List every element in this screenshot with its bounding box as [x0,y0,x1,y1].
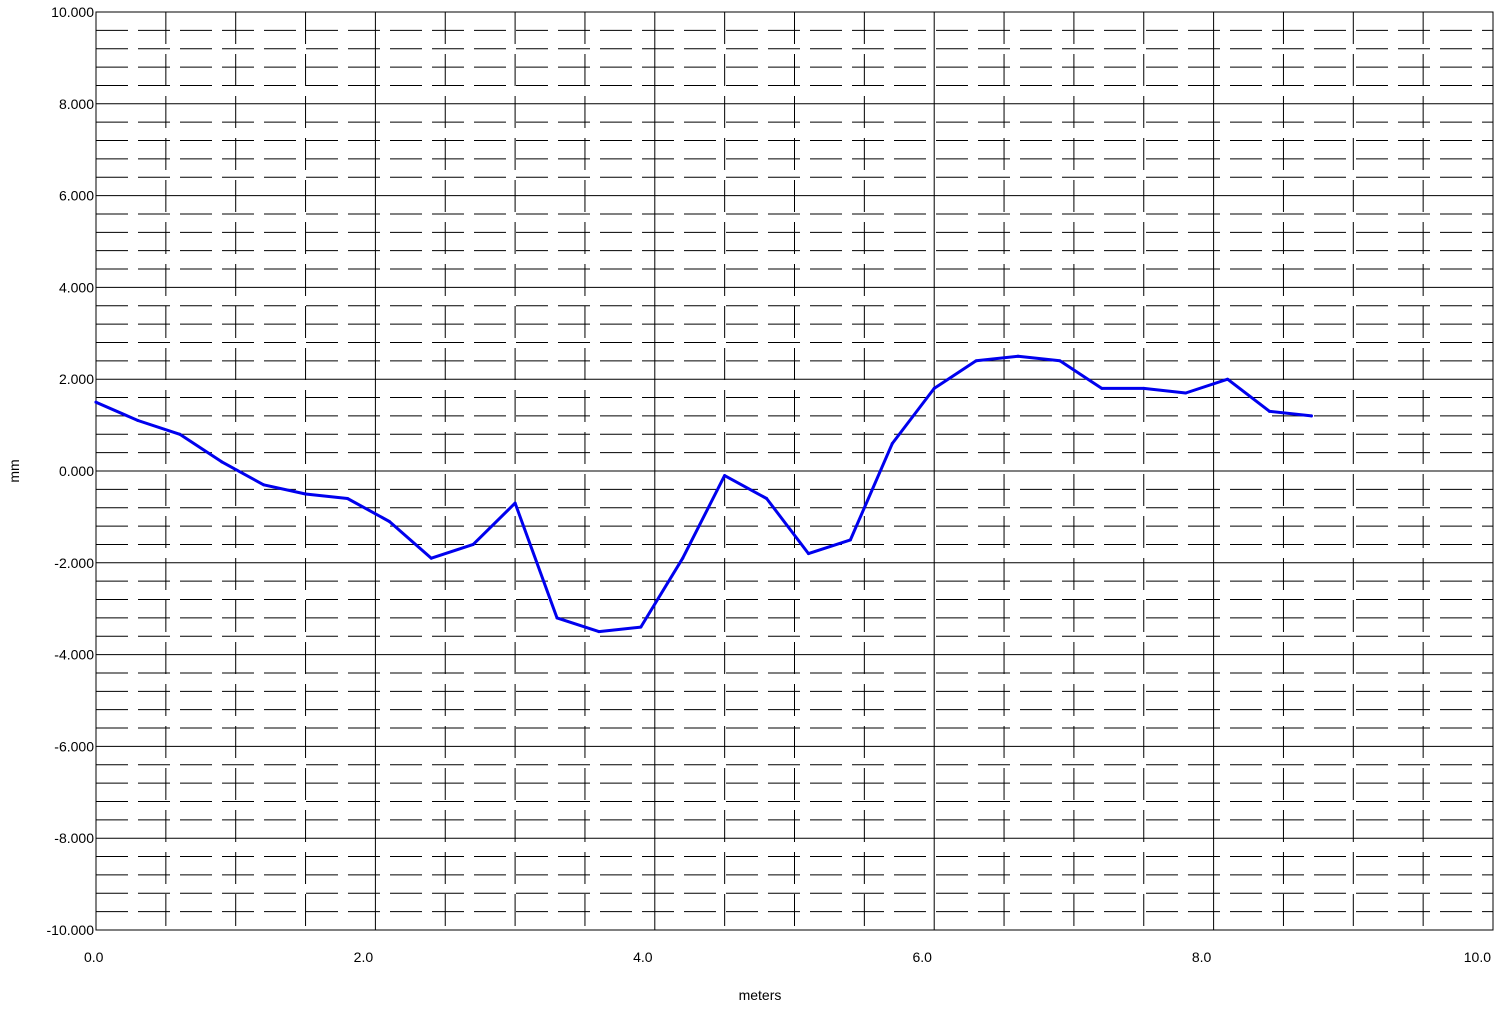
data-point [1184,391,1188,395]
y-axis-title: mm [6,459,22,482]
data-point [1016,354,1020,358]
data-point [555,616,559,620]
grid [95,11,1494,931]
data-point [1142,386,1146,390]
data-point [639,625,643,629]
y-tick-label: 8.000 [59,96,94,112]
x-tick-label: 0.0 [84,949,104,965]
tick-labels: 10.000 8.000 6.000 4.000 2.000 0.000 -2.000 -4.… [47,4,1492,965]
data-point [597,630,601,634]
data-point [932,386,936,390]
data-point [848,538,852,542]
data-point [304,492,308,496]
data-point [681,556,685,560]
data-point [178,432,182,436]
y-tick-label: -2.000 [54,555,94,571]
y-tick-label: 0.000 [59,463,94,479]
x-tick-label: 4.0 [633,949,653,965]
data-point [765,497,769,501]
data-point [1226,377,1230,381]
data-point [974,359,978,363]
plot-frame [95,11,1494,931]
y-tick-label: 2.000 [59,371,94,387]
data-point [723,474,727,478]
data-point [387,519,391,523]
series-line [94,354,1313,634]
data-point [429,556,433,560]
data-point [136,419,140,423]
data-point [1100,386,1104,390]
data-point [1058,359,1062,363]
y-tick-label: 6.000 [59,188,94,204]
y-tick-label: 10.000 [51,4,94,20]
y-tick-label: -4.000 [54,647,94,663]
series-layer [94,354,1313,634]
data-point [220,460,224,464]
x-tick-label: 8.0 [1192,949,1212,965]
y-tick-label: -10.000 [47,922,95,938]
data-point [262,483,266,487]
x-tick-label: 2.0 [354,949,374,965]
data-point [513,501,517,505]
y-tick-label: 4.000 [59,279,94,295]
data-point [890,441,894,445]
x-tick-label: 6.0 [912,949,932,965]
data-point [94,400,98,404]
data-point [471,542,475,546]
x-axis-title: meters [739,987,782,1003]
data-point [1309,414,1313,418]
y-tick-label: -6.000 [54,738,94,754]
data-point [1267,409,1271,413]
y-tick-label: -8.000 [54,830,94,846]
x-tick-label: 10.0 [1464,949,1491,965]
data-point [345,497,349,501]
data-point [806,552,810,556]
